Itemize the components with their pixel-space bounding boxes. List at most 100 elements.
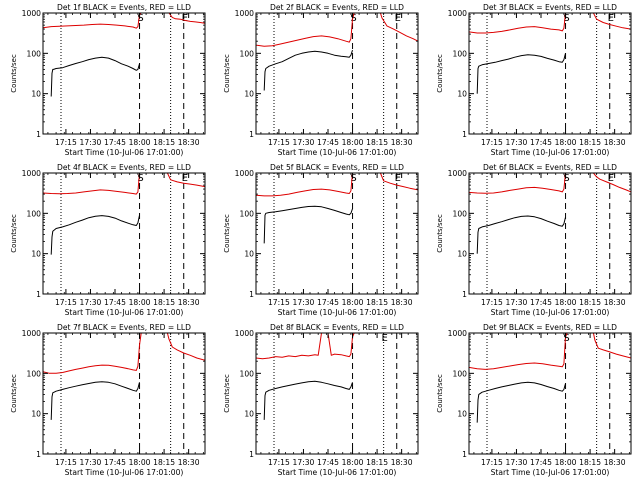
x-tick-label: 17:15 <box>481 138 503 147</box>
series-line-events <box>50 56 140 97</box>
y-tick-label: 1000 <box>22 329 41 338</box>
x-tick-label: 17:45 <box>104 458 126 467</box>
x-axis-title: Start Time (10-Jul-06 17:01:00) <box>65 468 184 477</box>
chart-title: Det 7f BLACK = Events, RED = LLD <box>57 323 191 332</box>
detector-panel-1: Det 1f BLACK = Events, RED = LLD S E 1 10 100… <box>0 0 213 160</box>
series-line-events <box>476 53 566 94</box>
x-tick-label: 18:00 <box>342 458 364 467</box>
x-tick-label: 18:00 <box>555 458 577 467</box>
series-line-lld <box>256 172 418 197</box>
y-tick-label: 10 <box>31 250 41 259</box>
marker-label: E <box>182 173 188 184</box>
x-tick-label: 17:45 <box>317 298 339 307</box>
y-tick-label: 100 <box>453 49 468 58</box>
x-tick-label: 17:45 <box>530 298 552 307</box>
x-tick-label: 17:15 <box>55 298 77 307</box>
y-axis-title: Counts/sec <box>10 374 18 413</box>
chart-title: Det 2f BLACK = Events, RED = LLD <box>270 3 404 12</box>
series-line-events <box>50 381 140 420</box>
x-tick-label: 17:15 <box>55 458 77 467</box>
x-tick-label: 17:45 <box>317 138 339 147</box>
y-tick-label: 1 <box>36 450 41 459</box>
series-group <box>43 172 205 255</box>
y-tick-label: 10 <box>31 410 41 419</box>
x-axis-title: Start Time (10-Jul-06 17:01:00) <box>278 308 397 317</box>
series-group <box>256 12 418 91</box>
x-tick-label: 18:15 <box>153 298 175 307</box>
plot-frame <box>255 332 419 455</box>
y-axis-title: Counts/sec <box>10 54 18 93</box>
x-tick-label: 18:15 <box>579 138 601 147</box>
x-tick-label: 18:15 <box>366 138 388 147</box>
series-line-events <box>476 381 566 423</box>
y-tick-label: 100 <box>240 209 255 218</box>
x-tick-label: 18:00 <box>342 298 364 307</box>
x-tick-label: 17:30 <box>80 298 102 307</box>
y-axis-title: Counts/sec <box>10 214 18 253</box>
y-tick-label: 1 <box>462 450 467 459</box>
x-tick-label: 17:30 <box>293 138 315 147</box>
x-tick-label: 17:45 <box>530 458 552 467</box>
plot-frame <box>255 12 419 135</box>
y-tick-label: 10 <box>31 90 41 99</box>
y-tick-label: 100 <box>27 369 42 378</box>
chart-title: Det 9f BLACK = Events, RED = LLD <box>483 323 617 332</box>
x-axis-title: Start Time (10-Jul-06 17:01:00) <box>65 308 184 317</box>
series-line-lld <box>469 172 631 194</box>
series-line-lld <box>469 12 631 34</box>
y-tick-label: 1 <box>249 130 254 139</box>
y-tick-label: 10 <box>244 90 254 99</box>
y-tick-label: 1 <box>249 290 254 299</box>
x-axis-title: Start Time (10-Jul-06 17:01:00) <box>65 148 184 157</box>
x-tick-label: 18:30 <box>604 298 626 307</box>
series-group <box>469 12 631 94</box>
x-tick-label: 18:15 <box>579 458 601 467</box>
x-tick-label: 17:15 <box>481 458 503 467</box>
x-tick-label: 18:30 <box>604 458 626 467</box>
detector-panel-4: Det 4f BLACK = Events, RED = LLD S E 1 10 100… <box>0 160 213 320</box>
series-line-lld <box>469 332 631 370</box>
series-line-lld <box>256 332 418 360</box>
x-tick-label: 17:15 <box>268 458 290 467</box>
y-tick-label: 100 <box>27 49 42 58</box>
x-tick-label: 17:30 <box>506 138 528 147</box>
x-tick-label: 17:15 <box>481 298 503 307</box>
x-tick-label: 17:45 <box>317 458 339 467</box>
detector-panel-8: Det 8f BLACK = Events, RED = LLD E 1 10 100 1… <box>213 320 426 480</box>
x-tick-label: 17:45 <box>104 298 126 307</box>
x-tick-label: 18:15 <box>366 298 388 307</box>
marker-label: E <box>608 173 614 184</box>
detector-panel-3: Det 3f BLACK = Events, RED = LLD S E 1 10 100… <box>426 0 639 160</box>
x-tick-label: 17:15 <box>268 138 290 147</box>
marker-label: S <box>137 173 143 184</box>
marker-label: S <box>137 13 143 24</box>
y-axis-title: Counts/sec <box>223 214 231 253</box>
x-tick-label: 17:30 <box>80 138 102 147</box>
marker-label: E <box>608 13 614 24</box>
y-tick-label: 1000 <box>235 9 254 18</box>
x-tick-label: 17:15 <box>55 138 77 147</box>
series-line-events <box>263 380 353 420</box>
x-tick-label: 17:30 <box>506 298 528 307</box>
x-tick-label: 18:30 <box>178 138 200 147</box>
y-tick-label: 1 <box>36 130 41 139</box>
y-tick-label: 1000 <box>235 329 254 338</box>
chart-title: Det 4f BLACK = Events, RED = LLD <box>57 163 191 172</box>
x-axis-title: Start Time (10-Jul-06 17:01:00) <box>278 148 397 157</box>
plot-frame <box>468 172 632 295</box>
y-tick-label: 1000 <box>448 329 467 338</box>
plot-frame <box>42 332 206 455</box>
x-tick-label: 18:00 <box>342 138 364 147</box>
y-tick-label: 1000 <box>235 169 254 178</box>
x-axis-title: Start Time (10-Jul-06 17:01:00) <box>278 468 397 477</box>
series-line-lld <box>43 332 205 374</box>
chart-title: Det 5f BLACK = Events, RED = LLD <box>270 163 404 172</box>
y-tick-label: 10 <box>244 250 254 259</box>
detector-panel-6: Det 6f BLACK = Events, RED = LLD S E 1 10 100… <box>426 160 639 320</box>
y-tick-label: 100 <box>240 49 255 58</box>
chart-title: Det 3f BLACK = Events, RED = LLD <box>483 3 617 12</box>
series-group <box>469 332 631 423</box>
x-tick-label: 17:45 <box>530 138 552 147</box>
